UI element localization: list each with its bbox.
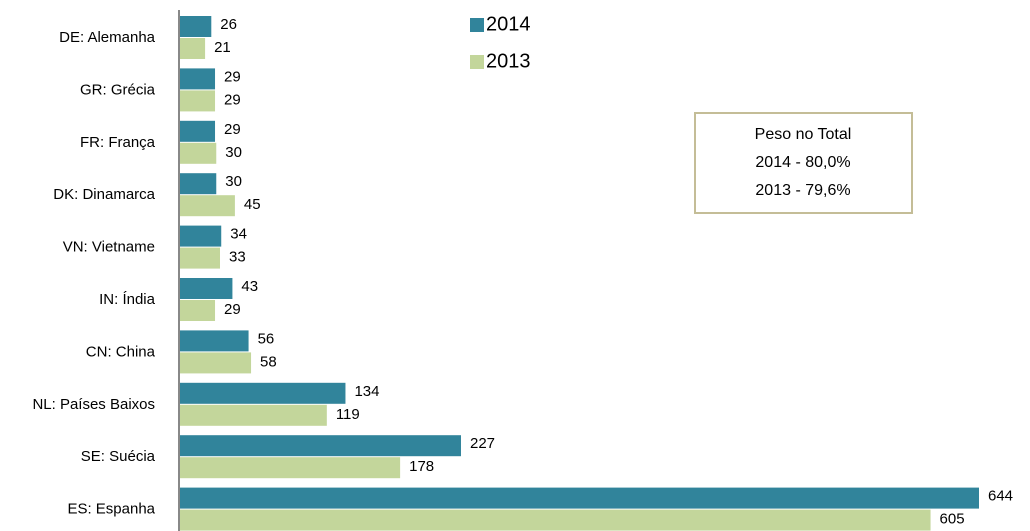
data-label: 119 <box>336 406 360 423</box>
data-label: 644 <box>988 488 1013 505</box>
data-label: 45 <box>244 196 261 213</box>
category-label: DK: Dinamarca <box>53 186 155 203</box>
category-label: VN: Vietname <box>63 239 155 256</box>
bar <box>179 225 222 247</box>
category-label: DE: Alemanha <box>59 29 156 46</box>
data-label: 33 <box>229 249 246 266</box>
data-label: 29 <box>224 68 241 85</box>
bar <box>179 247 220 269</box>
data-label: 605 <box>940 511 965 528</box>
annotation-line: 2014 - 80,0% <box>755 154 850 171</box>
legend-label: 2013 <box>486 50 531 72</box>
bar <box>179 457 401 479</box>
bar <box>179 435 461 457</box>
category-label: GR: Grécia <box>80 81 156 98</box>
data-label: 58 <box>260 353 277 370</box>
bar <box>179 16 212 37</box>
bar <box>179 120 216 142</box>
bar <box>179 38 206 59</box>
annotation-box <box>694 112 913 214</box>
data-label: 30 <box>225 173 242 190</box>
category-label: NL: Países Baixos <box>32 396 155 413</box>
data-label: 134 <box>354 383 379 400</box>
bar <box>179 142 217 164</box>
category-label: ES: Espanha <box>67 501 155 518</box>
data-label: 227 <box>470 435 495 452</box>
bar <box>179 509 931 531</box>
data-label: 56 <box>258 330 275 347</box>
category-label: CN: China <box>86 343 156 360</box>
category-label: IN: Índia <box>99 291 156 308</box>
bar <box>179 487 979 509</box>
category-label: FR: França <box>80 134 156 151</box>
data-label: 21 <box>214 39 231 56</box>
bar <box>179 195 235 217</box>
data-label: 34 <box>230 226 247 243</box>
data-label: 178 <box>409 458 434 475</box>
annotation-line: Peso no Total <box>755 126 852 143</box>
bar <box>179 278 233 299</box>
data-label: 29 <box>224 121 241 138</box>
bar <box>179 173 217 195</box>
category-label: SE: Suécia <box>81 448 156 465</box>
bar <box>179 330 249 352</box>
bar <box>179 90 216 112</box>
legend-swatch <box>470 55 484 69</box>
bar <box>179 352 252 374</box>
annotation-line: 2013 - 79,6% <box>755 182 850 199</box>
data-label: 43 <box>241 278 258 295</box>
data-label: 30 <box>225 144 242 161</box>
bar <box>179 68 216 90</box>
data-label: 26 <box>220 16 237 33</box>
data-label: 29 <box>224 301 241 318</box>
bar <box>179 382 346 404</box>
legend-swatch <box>470 18 484 32</box>
bar <box>179 300 216 321</box>
data-label: 29 <box>224 91 241 108</box>
bar <box>179 404 327 426</box>
legend-label: 2014 <box>486 13 531 35</box>
